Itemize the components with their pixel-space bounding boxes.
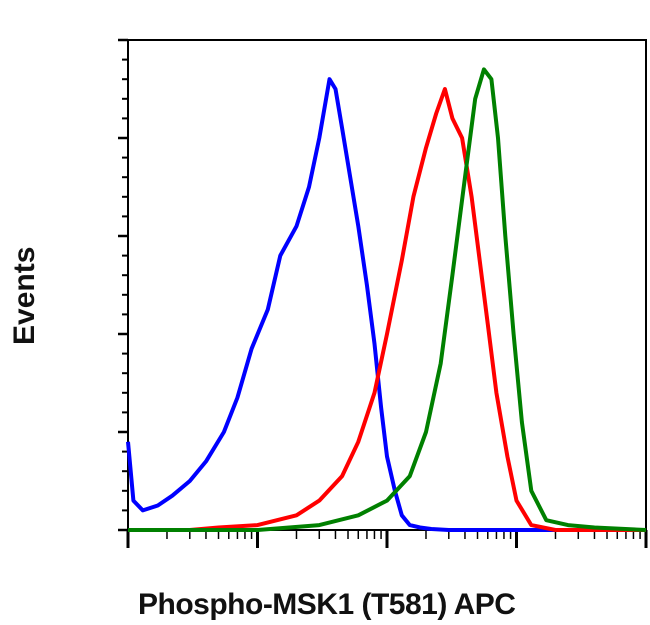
x-axis-ticks xyxy=(126,530,648,548)
histogram-series-3 xyxy=(128,67,647,532)
x-axis-label: Phospho-MSK1 (T581) APC xyxy=(138,588,516,621)
y-axis-label: Events xyxy=(8,246,41,345)
histogram-series-2 xyxy=(128,87,646,532)
histogram-series-1 xyxy=(126,77,646,532)
series-layer xyxy=(126,67,647,532)
y-axis-ticks xyxy=(118,38,128,532)
